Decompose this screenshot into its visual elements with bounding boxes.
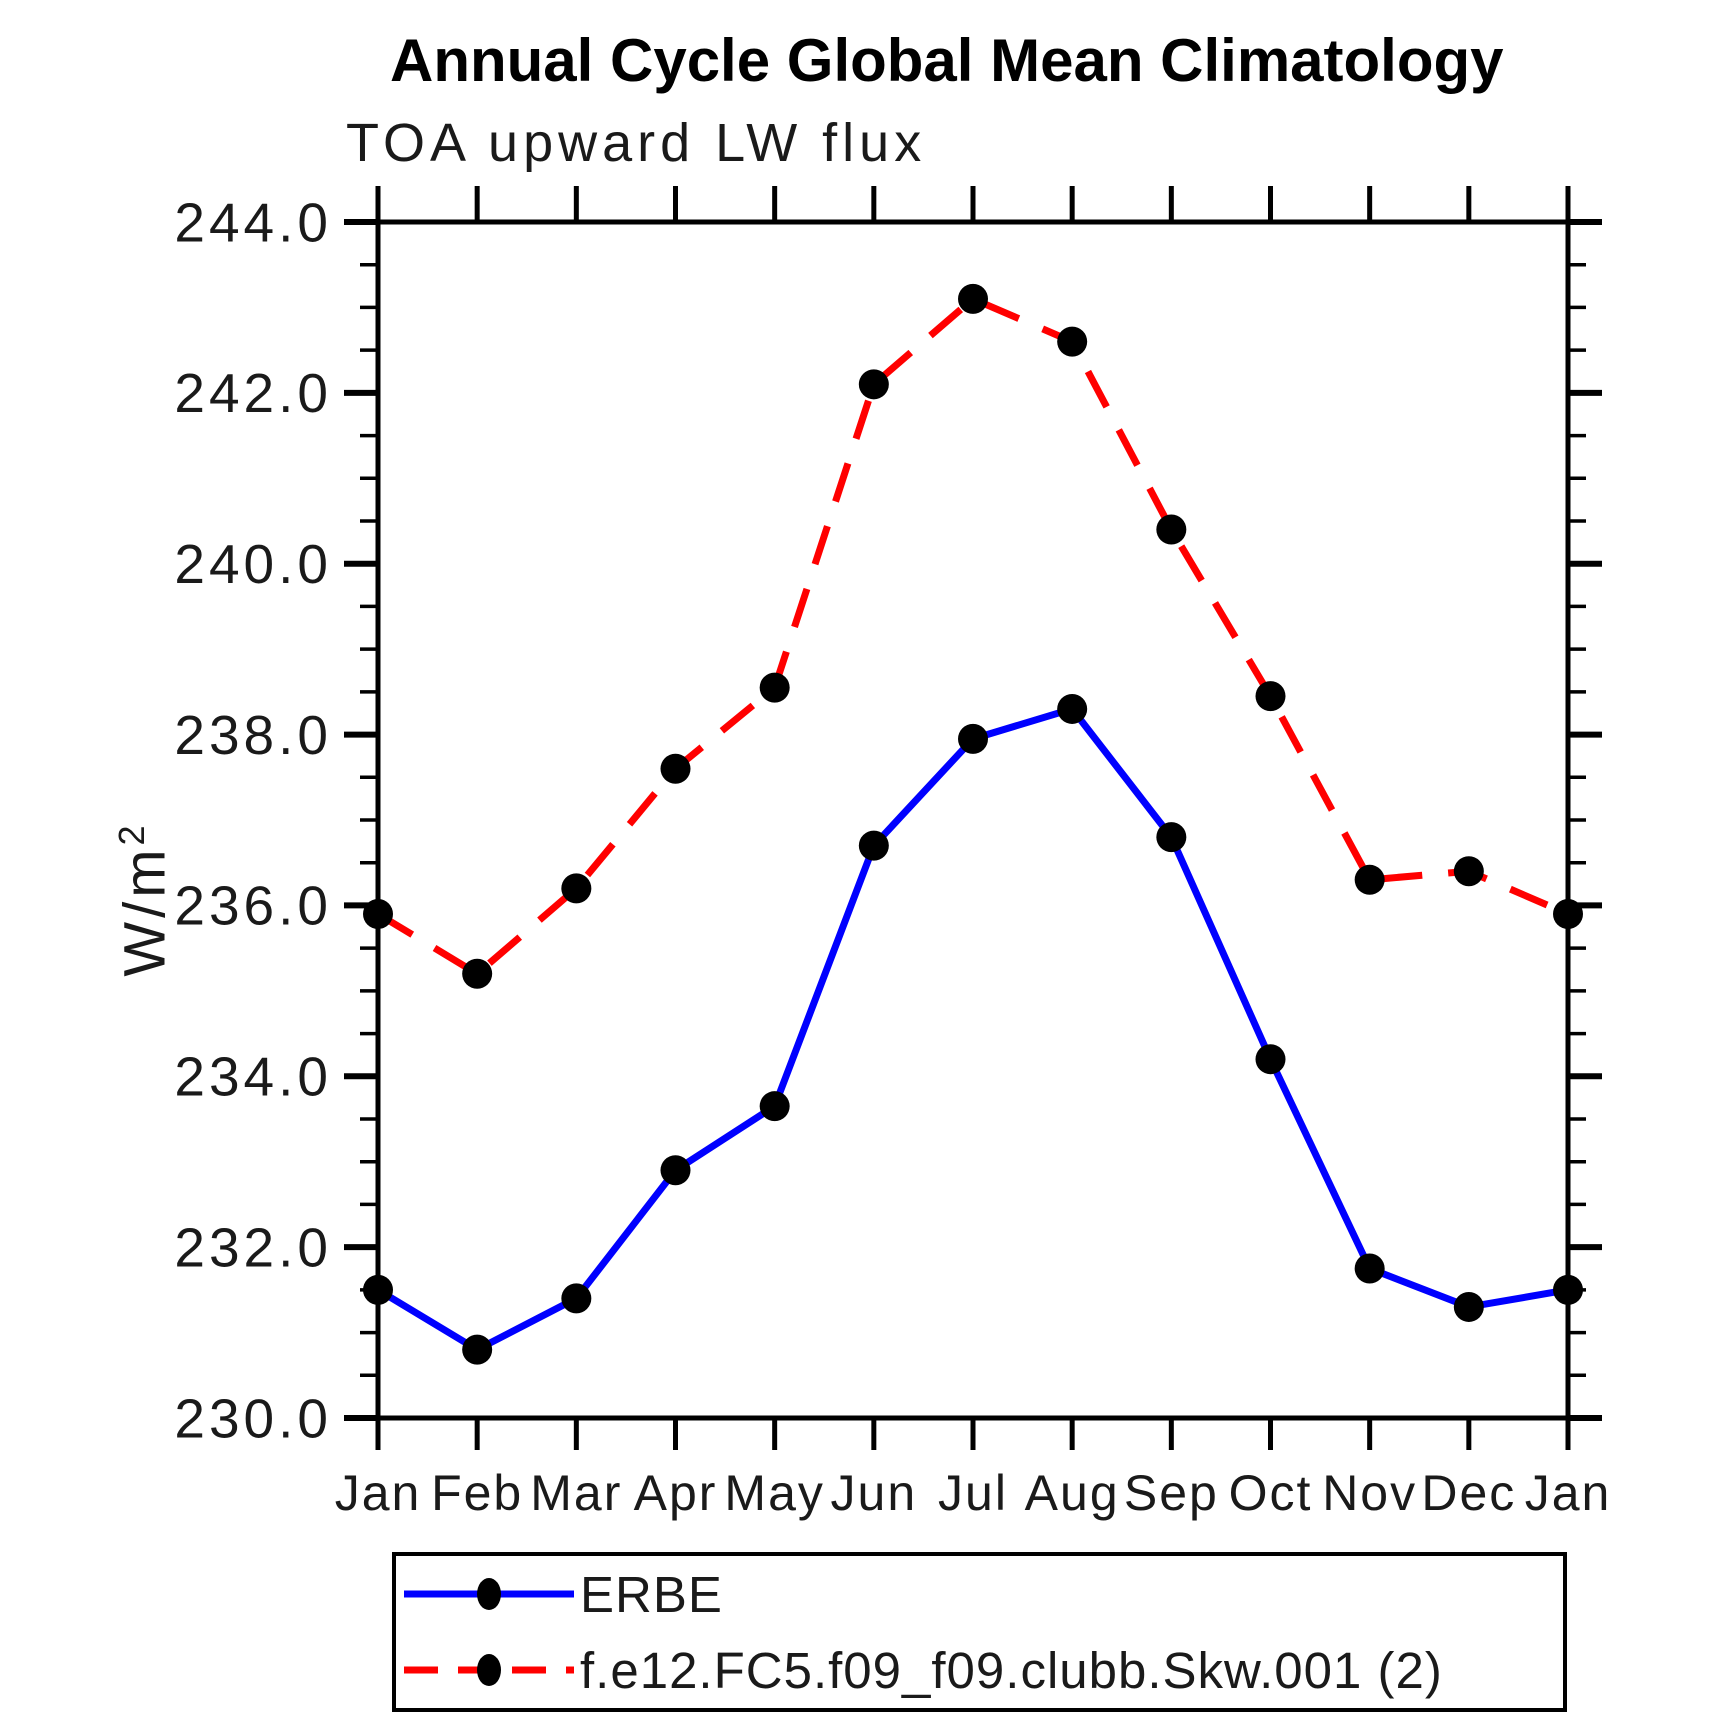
data-point-marker — [759, 672, 790, 703]
y-tick-label: 240.0 — [174, 533, 332, 595]
series-erbe — [363, 693, 1583, 1365]
data-point-marker — [1255, 681, 1286, 712]
data-point-marker — [561, 873, 592, 904]
x-tick-label: Nov — [1322, 1465, 1417, 1521]
y-tick-label: 232.0 — [174, 1216, 332, 1278]
x-tick-label: Feb — [431, 1465, 523, 1521]
data-point-marker — [1553, 1274, 1583, 1305]
y-tick-label: 242.0 — [174, 362, 332, 424]
y-tick-label: 230.0 — [174, 1387, 332, 1449]
legend-entry-label: ERBE — [580, 1565, 723, 1623]
data-point-marker — [1354, 864, 1385, 895]
data-point-marker — [958, 283, 988, 314]
chart-subtitle: TOA upward LW flux — [346, 113, 927, 173]
data-point-marker — [1156, 822, 1187, 853]
legend-marker — [477, 1578, 501, 1610]
x-tick-label: Aug — [1025, 1465, 1120, 1521]
data-point-marker — [660, 753, 691, 784]
data-point-marker — [1453, 856, 1484, 887]
x-tick-label: Jun — [831, 1465, 918, 1521]
series-line — [376, 294, 1570, 979]
data-point-marker — [759, 1091, 790, 1122]
x-tick-label: Jul — [938, 1465, 1008, 1521]
legend-line-sample — [402, 1564, 578, 1624]
data-point-marker — [1553, 898, 1583, 929]
y-tick-label: 236.0 — [174, 875, 332, 937]
data-point-marker — [363, 1274, 393, 1305]
data-point-marker — [1255, 1044, 1286, 1075]
x-tick-label: Sep — [1124, 1465, 1219, 1521]
x-tick-label: Mar — [530, 1465, 622, 1521]
data-point-marker — [858, 369, 889, 400]
x-axis-ticks: Jan Feb Mar Apr May Jun Jul Aug Sep Oct Nov Dec Jan — [335, 186, 1612, 1521]
x-tick-label: Jan — [335, 1465, 422, 1521]
x-tick-label: Apr — [634, 1465, 718, 1521]
data-point-marker — [561, 1283, 592, 1314]
legend-line-sample — [402, 1640, 578, 1700]
data-point-marker — [1057, 693, 1088, 724]
legend-entry-label: f.e12.FC5.f09_f09.clubb.Skw.001 (2) — [580, 1641, 1443, 1699]
data-point-marker — [958, 723, 988, 754]
x-tick-label: Jan — [1525, 1465, 1612, 1521]
x-tick-label: May — [724, 1465, 824, 1521]
y-tick-label: 238.0 — [174, 704, 332, 766]
plot-frame — [375, 219, 1571, 1421]
data-point-marker — [1354, 1253, 1385, 1284]
y-axis-unit: W/m — [112, 845, 178, 977]
legend-box: ERBE f.e12.FC5.f09_f09.clubb.Skw.001 (2) — [392, 1552, 1567, 1712]
data-point-marker — [660, 1155, 691, 1186]
data-point-marker — [1156, 514, 1187, 545]
legend-marker — [477, 1654, 501, 1686]
data-point-marker — [462, 958, 493, 989]
x-tick-label: Dec — [1421, 1465, 1516, 1521]
legend-entry: ERBE — [402, 1561, 1563, 1627]
series-model — [363, 283, 1583, 989]
data-point-marker — [1453, 1291, 1484, 1322]
y-axis-ticks: 230.0 232.0 234.0 236.0 238.0 240.0 242.0 244.0 — [174, 191, 1602, 1449]
legend-entry: f.e12.FC5.f09_f09.clubb.Skw.001 (2) — [402, 1637, 1563, 1703]
data-point-marker — [858, 830, 889, 861]
y-tick-label: 234.0 — [174, 1046, 332, 1108]
y-axis-unit-exponent: 2 — [111, 821, 152, 846]
data-point-marker — [462, 1334, 493, 1365]
y-tick-label: 244.0 — [174, 191, 332, 253]
y-axis-title: W/m2 — [111, 749, 178, 1049]
data-point-marker — [1057, 326, 1088, 357]
data-point-marker — [363, 898, 393, 929]
series-line — [376, 704, 1569, 1354]
x-tick-label: Oct — [1229, 1465, 1313, 1521]
chart-title: Annual Cycle Global Mean Climatology — [390, 27, 1504, 94]
